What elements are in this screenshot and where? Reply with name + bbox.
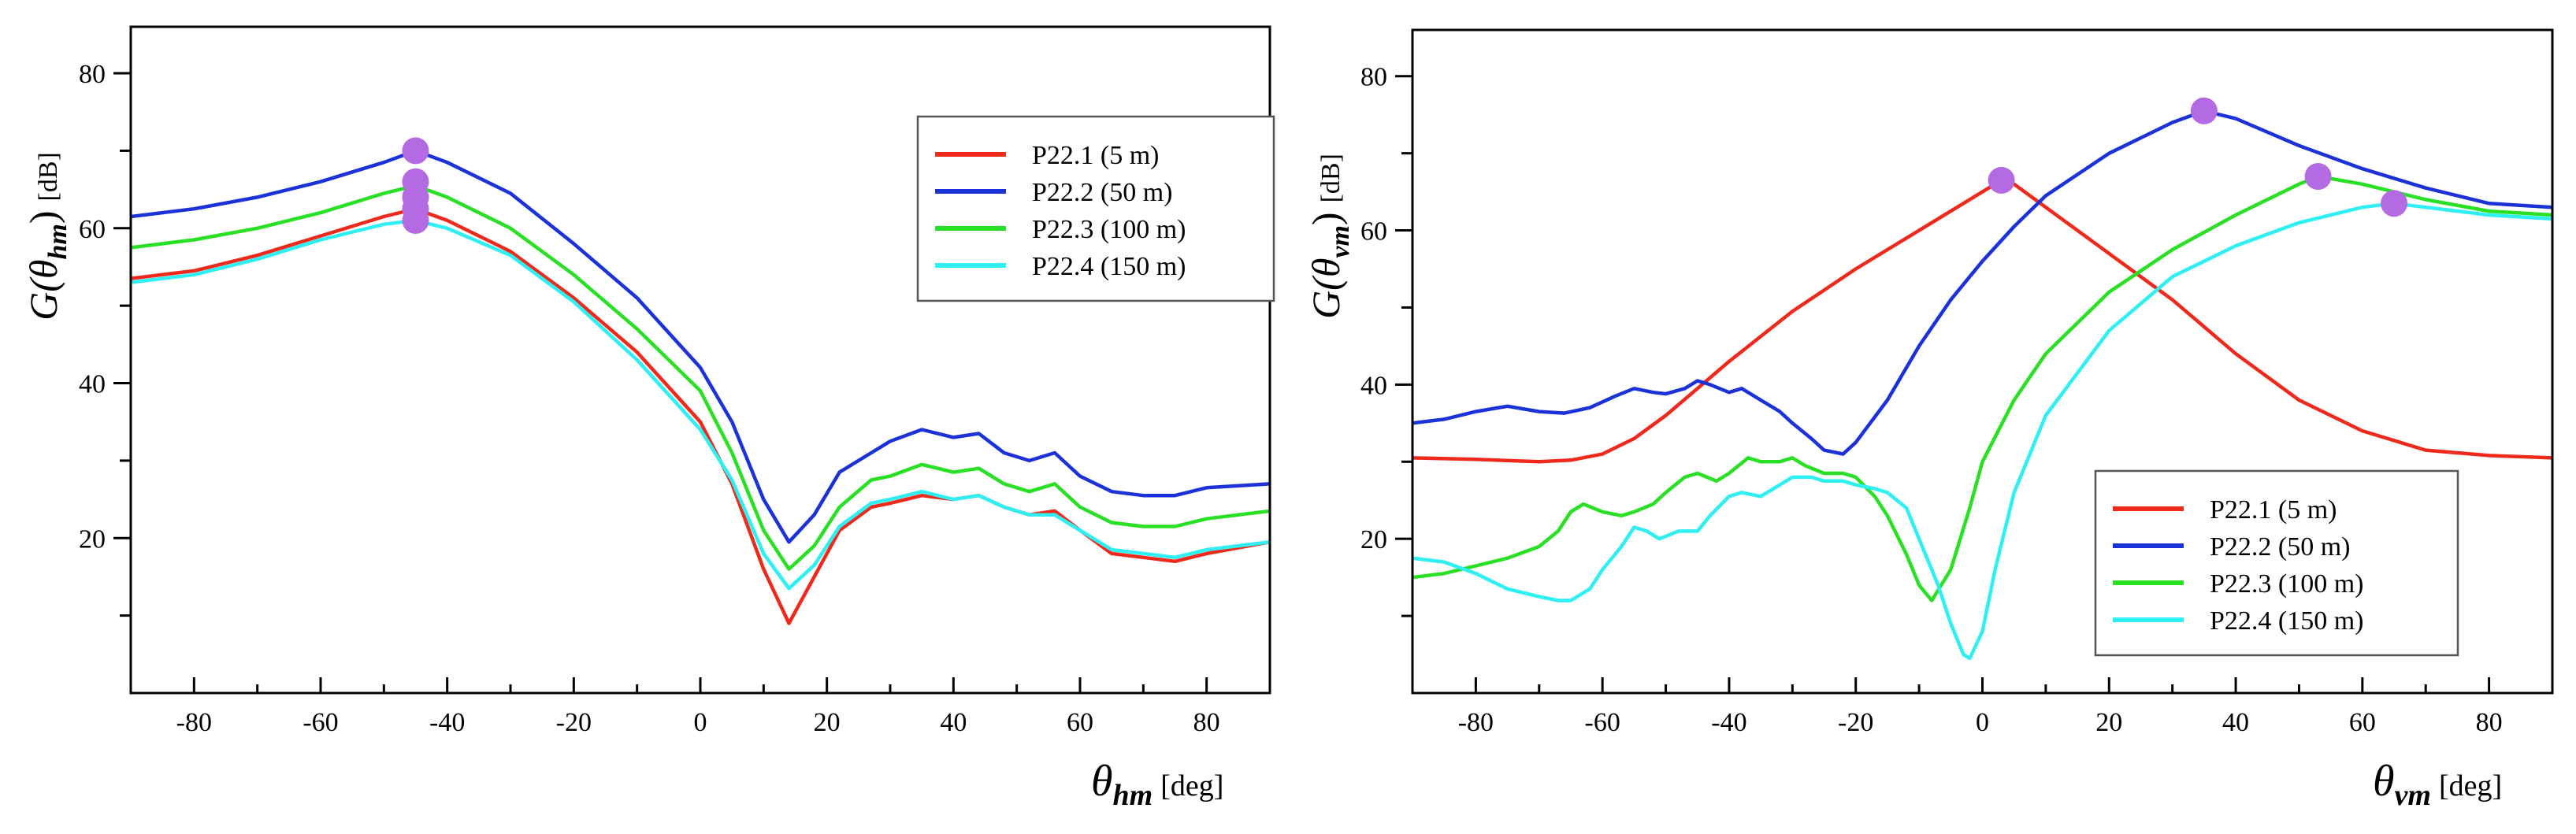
peak-marker bbox=[2304, 163, 2332, 191]
legend-label: P22.3 (100 m) bbox=[1032, 215, 1186, 244]
y-tick-label: 40 bbox=[79, 370, 106, 399]
x-axis-unit: [deg] bbox=[1160, 769, 1223, 802]
legend-label: P22.4 (150 m) bbox=[2210, 606, 2364, 636]
x-tick-label: 40 bbox=[940, 708, 967, 737]
x-tick-label: 60 bbox=[2349, 708, 2376, 737]
y-axis-unit: [dB] bbox=[1316, 154, 1346, 202]
y-tick-label: 60 bbox=[79, 215, 106, 244]
legend-label: P22.3 (100 m) bbox=[2210, 569, 2364, 599]
y-tick-label: 20 bbox=[1360, 525, 1387, 554]
x-tick-label: 80 bbox=[1193, 708, 1220, 737]
x-tick-label: 0 bbox=[1976, 708, 1989, 737]
series-line-P22-1 bbox=[1412, 178, 2552, 464]
y-axis-prefix: G( bbox=[21, 276, 65, 321]
x-tick-label: -60 bbox=[1585, 708, 1620, 737]
peak-marker bbox=[1988, 166, 2015, 194]
y-axis-subscript: hm bbox=[43, 224, 72, 259]
x-axis-label: θvm [deg] bbox=[2373, 757, 2502, 812]
x-tick-label: -60 bbox=[303, 708, 338, 737]
y-axis-symbol: θ bbox=[21, 260, 65, 280]
y-axis-suffix: ) bbox=[21, 210, 65, 224]
legend-label: P22.1 (5 m) bbox=[2210, 495, 2337, 524]
peak-marker bbox=[402, 137, 429, 165]
x-tick-label: 0 bbox=[694, 708, 707, 737]
y-axis-symbol: θ bbox=[1304, 258, 1348, 278]
x-tick-label: 60 bbox=[1067, 708, 1093, 737]
x-tick-label: 40 bbox=[2222, 708, 2249, 737]
x-tick-label: 80 bbox=[2476, 708, 2503, 737]
x-tick-label: -40 bbox=[429, 708, 465, 737]
y-axis-prefix: G( bbox=[1304, 275, 1348, 319]
x-tick-label: 20 bbox=[814, 708, 841, 737]
y-axis-label: G(θhm) [dB] bbox=[21, 152, 72, 321]
y-axis-unit: [dB] bbox=[34, 152, 63, 201]
legend-label: P22.4 (150 m) bbox=[1032, 252, 1186, 281]
y-axis-suffix: ) bbox=[1304, 212, 1348, 225]
x-tick-label: -80 bbox=[176, 708, 212, 737]
x-tick-label: -80 bbox=[1458, 708, 1494, 737]
y-tick-label: 60 bbox=[1360, 217, 1387, 246]
series-line-P22-2 bbox=[1412, 109, 2552, 456]
peak-marker bbox=[2381, 190, 2408, 217]
y-tick-label: 80 bbox=[1360, 63, 1387, 92]
series-line-P22-4 bbox=[1412, 202, 2552, 661]
legend-box bbox=[916, 115, 1275, 302]
x-axis-symbol: θ bbox=[2373, 757, 2395, 806]
x-axis-label: θhm [deg] bbox=[1091, 757, 1223, 812]
series-line-P22-3 bbox=[1412, 174, 2552, 602]
y-tick-label: 20 bbox=[79, 524, 106, 554]
y-tick-label: 80 bbox=[79, 60, 106, 89]
y-axis-subscript: vm bbox=[1326, 225, 1355, 258]
y-axis-label: G(θvm) [dB] bbox=[1304, 154, 1355, 319]
legend-label: P22.2 (50 m) bbox=[2210, 532, 2351, 562]
x-tick-label: 20 bbox=[2095, 708, 2122, 737]
x-axis-symbol: θ bbox=[1091, 757, 1113, 806]
peak-marker bbox=[2190, 97, 2218, 124]
x-axis-subscript: hm bbox=[1113, 779, 1153, 812]
y-tick-label: 40 bbox=[1360, 371, 1387, 400]
legend-label: P22.1 (5 m) bbox=[1032, 141, 1160, 170]
x-axis-unit: [deg] bbox=[2439, 769, 2502, 802]
x-tick-label: -20 bbox=[1838, 708, 1873, 737]
x-tick-label: -40 bbox=[1711, 708, 1746, 737]
x-tick-label: -20 bbox=[556, 708, 592, 737]
legend-label: P22.2 (50 m) bbox=[1032, 178, 1173, 207]
peak-marker bbox=[402, 206, 429, 234]
x-axis-subscript: vm bbox=[2395, 779, 2431, 812]
legend-box bbox=[2094, 469, 2459, 657]
